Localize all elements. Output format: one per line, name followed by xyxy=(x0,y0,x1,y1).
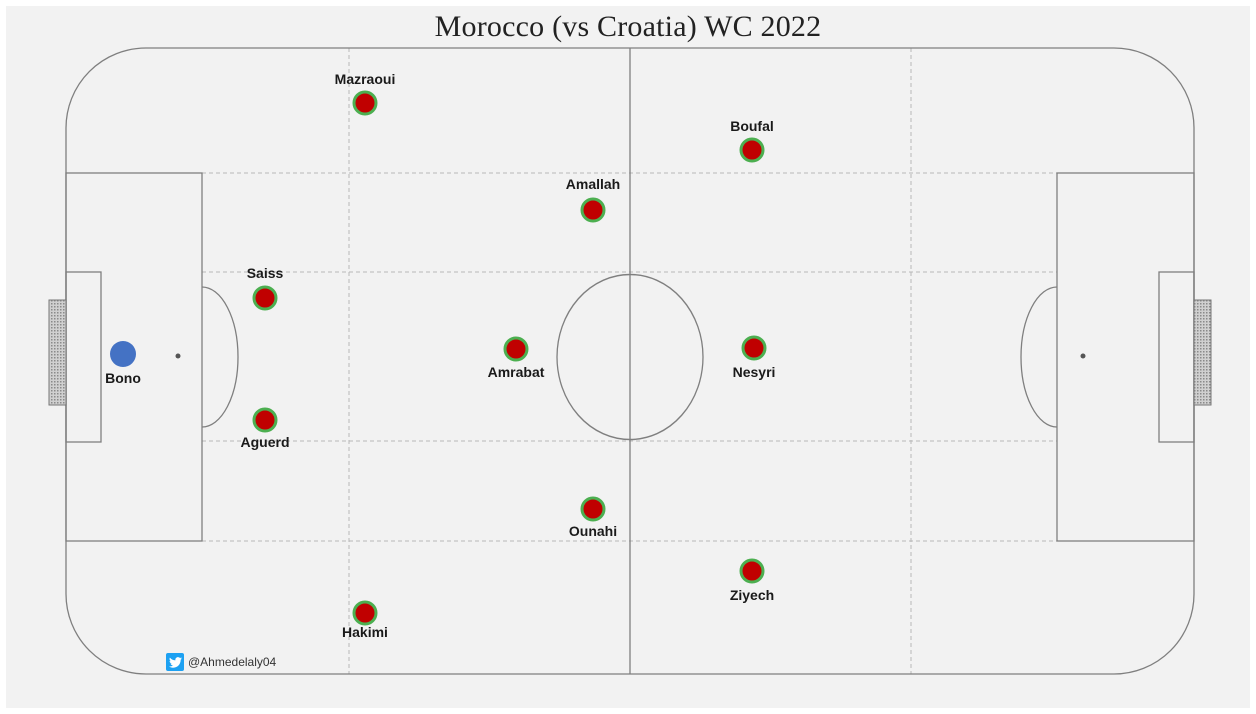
credit-handle: @Ahmedelaly04 xyxy=(188,655,277,669)
right-penalty-area xyxy=(1056,172,1195,542)
page-title: Morocco (vs Croatia) WC 2022 xyxy=(434,10,822,43)
player-label-saiss: Saiss xyxy=(246,265,284,281)
player-label-nesyri: Nesyri xyxy=(732,364,776,380)
centre-circle xyxy=(556,273,704,441)
player-label-boufal: Boufal xyxy=(730,118,774,134)
player-marker-saiss xyxy=(252,285,278,311)
player-label-ziyech: Ziyech xyxy=(729,587,775,603)
left-goal-area xyxy=(65,271,102,443)
right-penalty-spot xyxy=(1080,353,1086,359)
player-label-amallah: Amallah xyxy=(565,176,621,192)
player-label-aguerd: Aguerd xyxy=(240,434,290,450)
right-goal-area xyxy=(1158,271,1195,443)
player-label-hakimi: Hakimi xyxy=(342,624,388,640)
player-marker-amrabat xyxy=(503,336,529,362)
twitter-bird-icon xyxy=(166,653,184,671)
player-marker-aguerd xyxy=(252,407,278,433)
player-marker-ounahi xyxy=(580,496,606,522)
left-penalty-arc xyxy=(201,286,239,428)
player-markers xyxy=(110,90,767,626)
right-penalty-arc xyxy=(1020,286,1058,428)
credit: @Ahmedelaly04 xyxy=(166,653,276,671)
right-goal-net xyxy=(1193,299,1212,406)
player-marker-nesyri xyxy=(741,335,767,361)
pitch-markings xyxy=(65,47,1195,675)
left-goal-net xyxy=(48,299,67,406)
player-marker-bono xyxy=(110,341,136,367)
player-label-ounahi: Ounahi xyxy=(568,523,618,539)
player-marker-amallah xyxy=(580,197,606,223)
player-label-amrabat: Amrabat xyxy=(487,364,545,380)
player-marker-boufal xyxy=(739,137,765,163)
player-marker-ziyech xyxy=(739,558,765,584)
player-label-mazraoui: Mazraoui xyxy=(334,71,396,87)
diagram-background xyxy=(6,6,1250,708)
player-marker-mazraoui xyxy=(352,90,378,116)
left-penalty-spot xyxy=(175,353,181,359)
player-marker-hakimi xyxy=(352,600,378,626)
player-label-bono: Bono xyxy=(105,370,141,386)
